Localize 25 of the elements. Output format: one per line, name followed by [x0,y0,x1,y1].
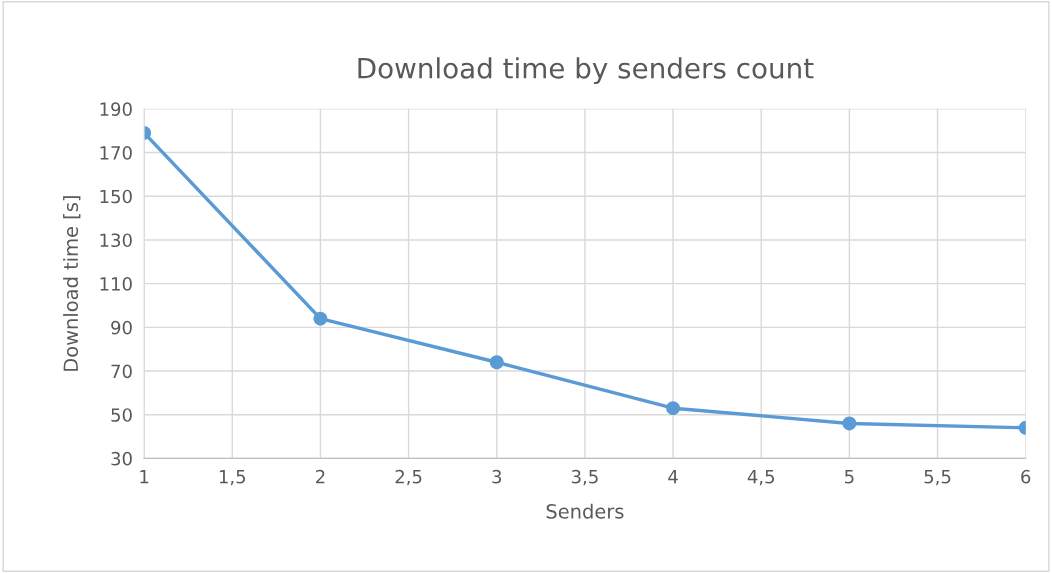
x-tick-label: 2,5 [395,469,422,486]
chart-title: Download time by senders count [358,57,814,85]
y-tick-label: 110 [100,277,132,291]
y-tick-label: 30 [111,451,132,466]
y-tick-label: 150 [100,189,132,204]
y-axis-title: Download time [s] [63,196,81,371]
y-tick-label: 50 [111,408,132,422]
point [666,401,681,416]
x-axis-title: Senders [546,503,624,519]
x-tick-label: 1,5 [219,470,246,486]
x-tick-label: 4,5 [747,470,775,486]
x-tick-label: 5 [845,470,854,484]
x-tick-label: 6 [1021,469,1031,484]
x-tick-label: 3 [492,469,502,484]
y-tick-label: 190 [100,102,132,116]
point [489,355,504,370]
y-tick-label: 170 [100,146,132,160]
x-tick-label: 5,5 [924,470,951,486]
y-tick-label: 130 [100,233,132,248]
x-tick-label: 4 [668,470,678,484]
y-tick-label: 90 [111,320,132,335]
x-tick-label: 3,5 [571,469,598,486]
x-tick-label: 2 [316,469,325,484]
y-tick-label: 70 [111,364,132,379]
x-tick-label: 1 [140,470,149,484]
